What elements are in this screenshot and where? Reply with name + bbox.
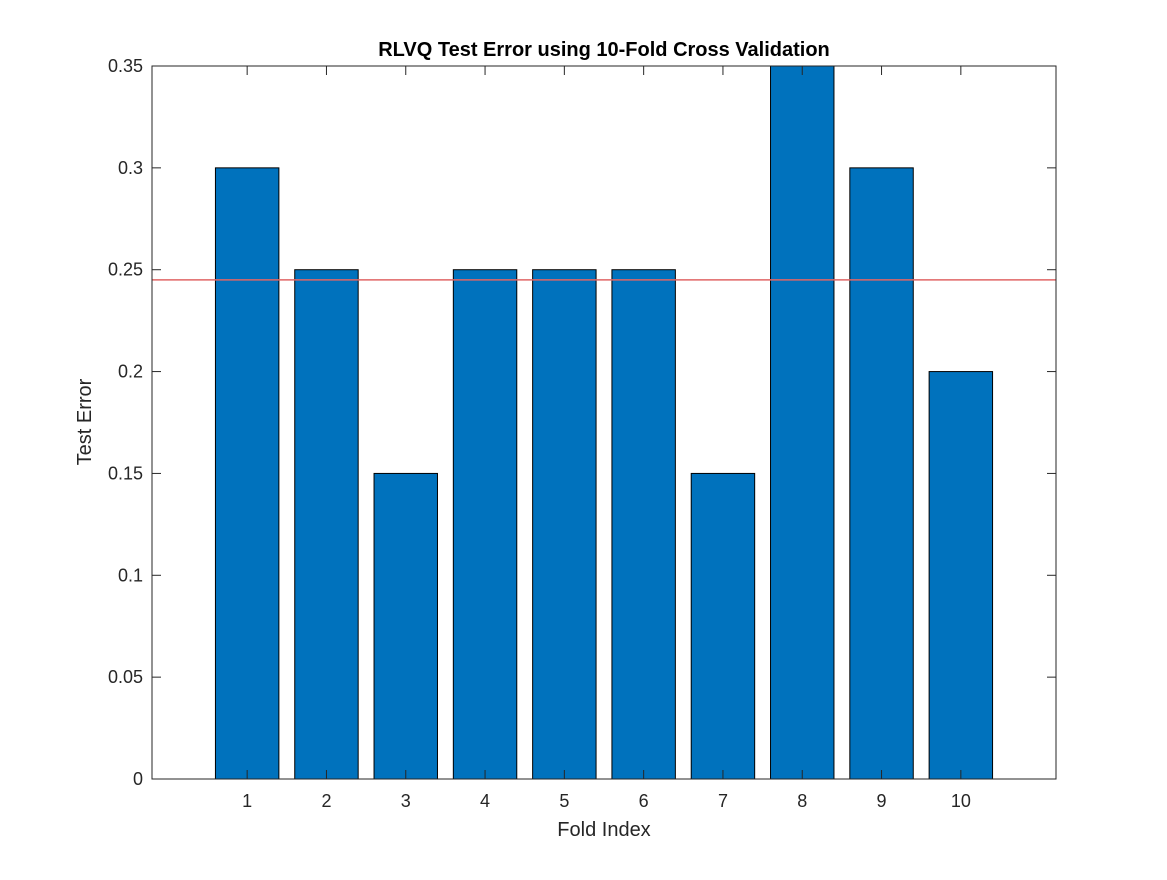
y-tick-label: 0.2 (118, 362, 143, 382)
y-tick-label: 0.05 (108, 667, 143, 687)
x-tick-label: 7 (718, 791, 728, 811)
plot-area-background (152, 66, 1056, 779)
bar-fold-2 (294, 269, 359, 780)
tick-labels-group: 1 2 3 4 5 6 7 8 9 10 0 0.05 0.1 0.15 0.2 0.25 0.3 0.35 (108, 56, 971, 811)
y-tick-label: 0.25 (108, 260, 143, 280)
x-tick-label: 10 (951, 791, 971, 811)
x-tick-label: 2 (321, 791, 331, 811)
bar-fold-1 (214, 167, 280, 780)
y-tick-label: 0.35 (108, 56, 143, 76)
x-tick-label: 4 (480, 791, 490, 811)
bar-fold-6 (611, 269, 676, 780)
x-tick-label: 9 (877, 791, 887, 811)
y-tick-label: 0.15 (108, 463, 143, 483)
x-tick-label: 3 (401, 791, 411, 811)
ticks-group (152, 65, 1056, 780)
bar-fold-3 (373, 472, 438, 780)
plot-area-border (151, 65, 1057, 780)
y-axis-label: Test Error (74, 378, 96, 465)
bar-fold-4 (452, 269, 518, 780)
bar-fold-10 (928, 371, 994, 780)
y-tick-label: 0 (133, 769, 143, 789)
y-tick-label: 0.1 (118, 565, 143, 585)
chart-title: RLVQ Test Error using 10-Fold Cross Vali… (378, 39, 830, 61)
bar-fold-8 (770, 65, 835, 780)
x-tick-label: 6 (639, 791, 649, 811)
y-tick-label: 0.3 (118, 158, 143, 178)
x-axis-label: Fold Index (557, 819, 650, 841)
bar-fold-9 (849, 167, 914, 780)
x-tick-label: 5 (559, 791, 569, 811)
bars-group (214, 65, 994, 780)
bar-fold-5 (532, 269, 597, 780)
bar-fold-7 (690, 472, 756, 780)
x-tick-label: 1 (242, 791, 252, 811)
x-tick-label: 8 (797, 791, 807, 811)
